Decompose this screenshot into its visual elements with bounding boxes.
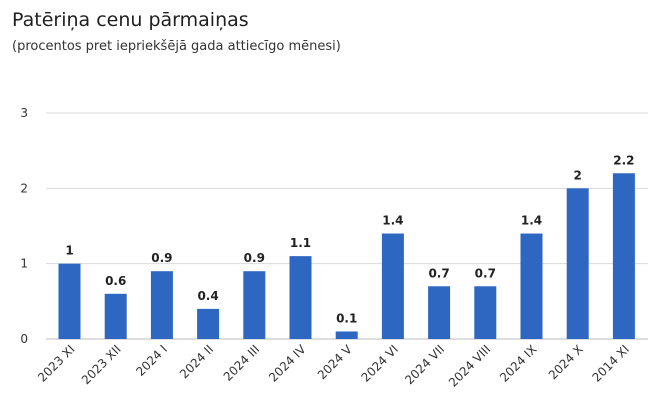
bar [520, 233, 543, 339]
bar [566, 188, 589, 339]
bar [243, 271, 266, 339]
bar [474, 286, 497, 339]
data-label: 0.6 [105, 274, 126, 288]
data-label: 0.4 [197, 289, 218, 303]
data-label: 0.1 [336, 311, 357, 325]
y-tick-label: 0 [20, 332, 28, 346]
x-axis-ticks: 2023 XI 2023 XII 2024 I 2024 II 2024 III 2024… [35, 342, 632, 390]
x-tick-label: 2024 VII [402, 342, 447, 387]
x-tick-label: 2024 IV [266, 342, 309, 385]
y-tick-label: 1 [20, 257, 28, 271]
x-tick-label: 2023 XI [35, 342, 78, 385]
y-tick-label: 3 [20, 106, 28, 120]
x-tick-label: 2024 VIII [446, 342, 494, 390]
bar [612, 173, 635, 339]
x-tick-label: 2014 XI [590, 342, 633, 385]
bar [289, 256, 312, 339]
data-label: 0.9 [151, 251, 172, 265]
x-tick-label: 2024 III [221, 342, 263, 384]
y-tick-label: 2 [20, 181, 28, 195]
data-label: 0.7 [428, 266, 449, 280]
data-label: 1 [65, 244, 73, 258]
bars [58, 173, 635, 339]
bar [197, 308, 220, 339]
data-label: 0.7 [475, 266, 496, 280]
x-tick-label: 2024 II [177, 342, 216, 381]
data-label: 2.2 [613, 153, 634, 167]
y-axis-ticks: 0 1 2 3 [20, 106, 28, 346]
data-label: 0.9 [244, 251, 265, 265]
x-tick-label: 2024 X [546, 342, 586, 382]
bar [381, 233, 404, 339]
bar [104, 293, 127, 339]
data-label: 1.1 [290, 236, 311, 250]
x-tick-label: 2024 I [133, 342, 170, 379]
data-label: 2 [574, 168, 582, 182]
bar [150, 271, 173, 339]
x-tick-label: 2023 XII [79, 342, 124, 387]
x-tick-label: 2024 IX [497, 342, 540, 385]
data-labels: 1 0.6 0.9 0.4 0.9 1.1 0.1 1.4 0.7 0.7 1.4 2 2.2 [65, 153, 634, 325]
bar [58, 263, 81, 339]
x-tick-label: 2024 VI [359, 342, 402, 385]
bar [428, 286, 451, 339]
data-label: 1.4 [521, 214, 542, 228]
x-tick-label: 2024 V [315, 342, 356, 383]
gridlines [46, 112, 648, 340]
chart-title: Patēriņa cenu pārmaiņas [12, 9, 249, 31]
chart-subtitle: (procentos pret iepriekšējā gada attiecī… [12, 39, 341, 54]
bar [335, 331, 358, 339]
data-label: 1.4 [382, 214, 403, 228]
